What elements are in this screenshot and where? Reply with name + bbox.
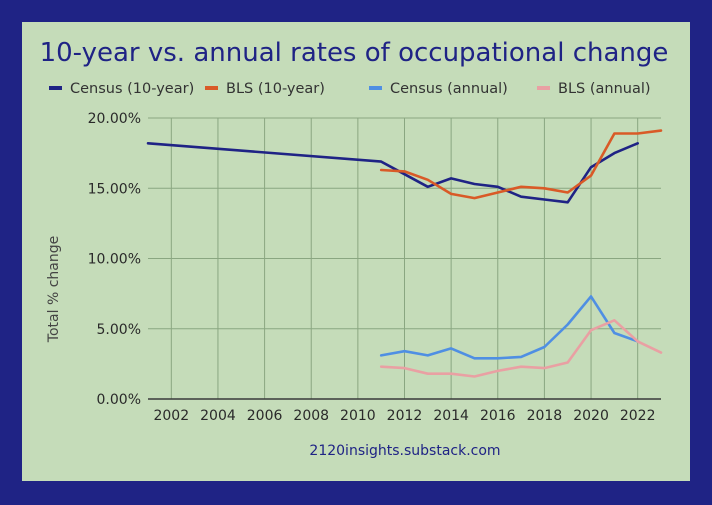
x-tick-label: 2020 <box>573 408 609 424</box>
series-line <box>379 129 663 200</box>
y-tick-label: 15.00% <box>88 181 141 197</box>
y-axis-label: Total % change <box>46 236 62 343</box>
x-tick-label: 2018 <box>527 408 563 424</box>
x-tick-label: 2004 <box>200 408 236 424</box>
y-tick-label: 5.00% <box>97 322 141 338</box>
axes: 0.00% 5.00% 10.00% 15.00% 20.00% 2002 2004 2006… <box>88 111 661 424</box>
x-tick-label: 2006 <box>247 408 283 424</box>
series-line <box>379 295 640 360</box>
grid-lines <box>148 117 661 399</box>
x-tick-label: 2012 <box>387 408 423 424</box>
chart-panel: 10-year vs. annual rates of occupational… <box>22 22 690 481</box>
y-tick-label: 20.00% <box>88 111 141 127</box>
source-credit: 2120insights.substack.com <box>309 443 500 459</box>
series-line <box>379 318 663 378</box>
legend-item: Census (annual) <box>369 81 508 97</box>
legend-item: BLS (10-year) <box>205 81 325 97</box>
x-tick-label: 2010 <box>340 408 376 424</box>
chart-title: 10-year vs. annual rates of occupational… <box>40 38 669 68</box>
legend-label: BLS (10-year) <box>226 81 325 97</box>
x-tick-label: 2022 <box>620 408 656 424</box>
legend-item: Census (10-year) <box>49 81 194 97</box>
y-tick-label: 10.00% <box>88 252 141 268</box>
legend: Census (10-year) BLS (10-year) Census (ann… <box>49 81 651 97</box>
series-line <box>146 142 640 204</box>
x-tick-label: 2008 <box>293 408 329 424</box>
legend-label: Census (annual) <box>390 81 508 97</box>
legend-label: BLS (annual) <box>558 81 651 97</box>
line-chart: 10-year vs. annual rates of occupational… <box>40 38 669 459</box>
legend-label: Census (10-year) <box>70 81 194 97</box>
x-tick-label: 2016 <box>480 408 516 424</box>
legend-item: BLS (annual) <box>537 81 651 97</box>
series-lines <box>146 129 663 378</box>
x-tick-label: 2002 <box>153 408 189 424</box>
y-tick-label: 0.00% <box>97 392 141 408</box>
x-tick-label: 2014 <box>433 408 469 424</box>
